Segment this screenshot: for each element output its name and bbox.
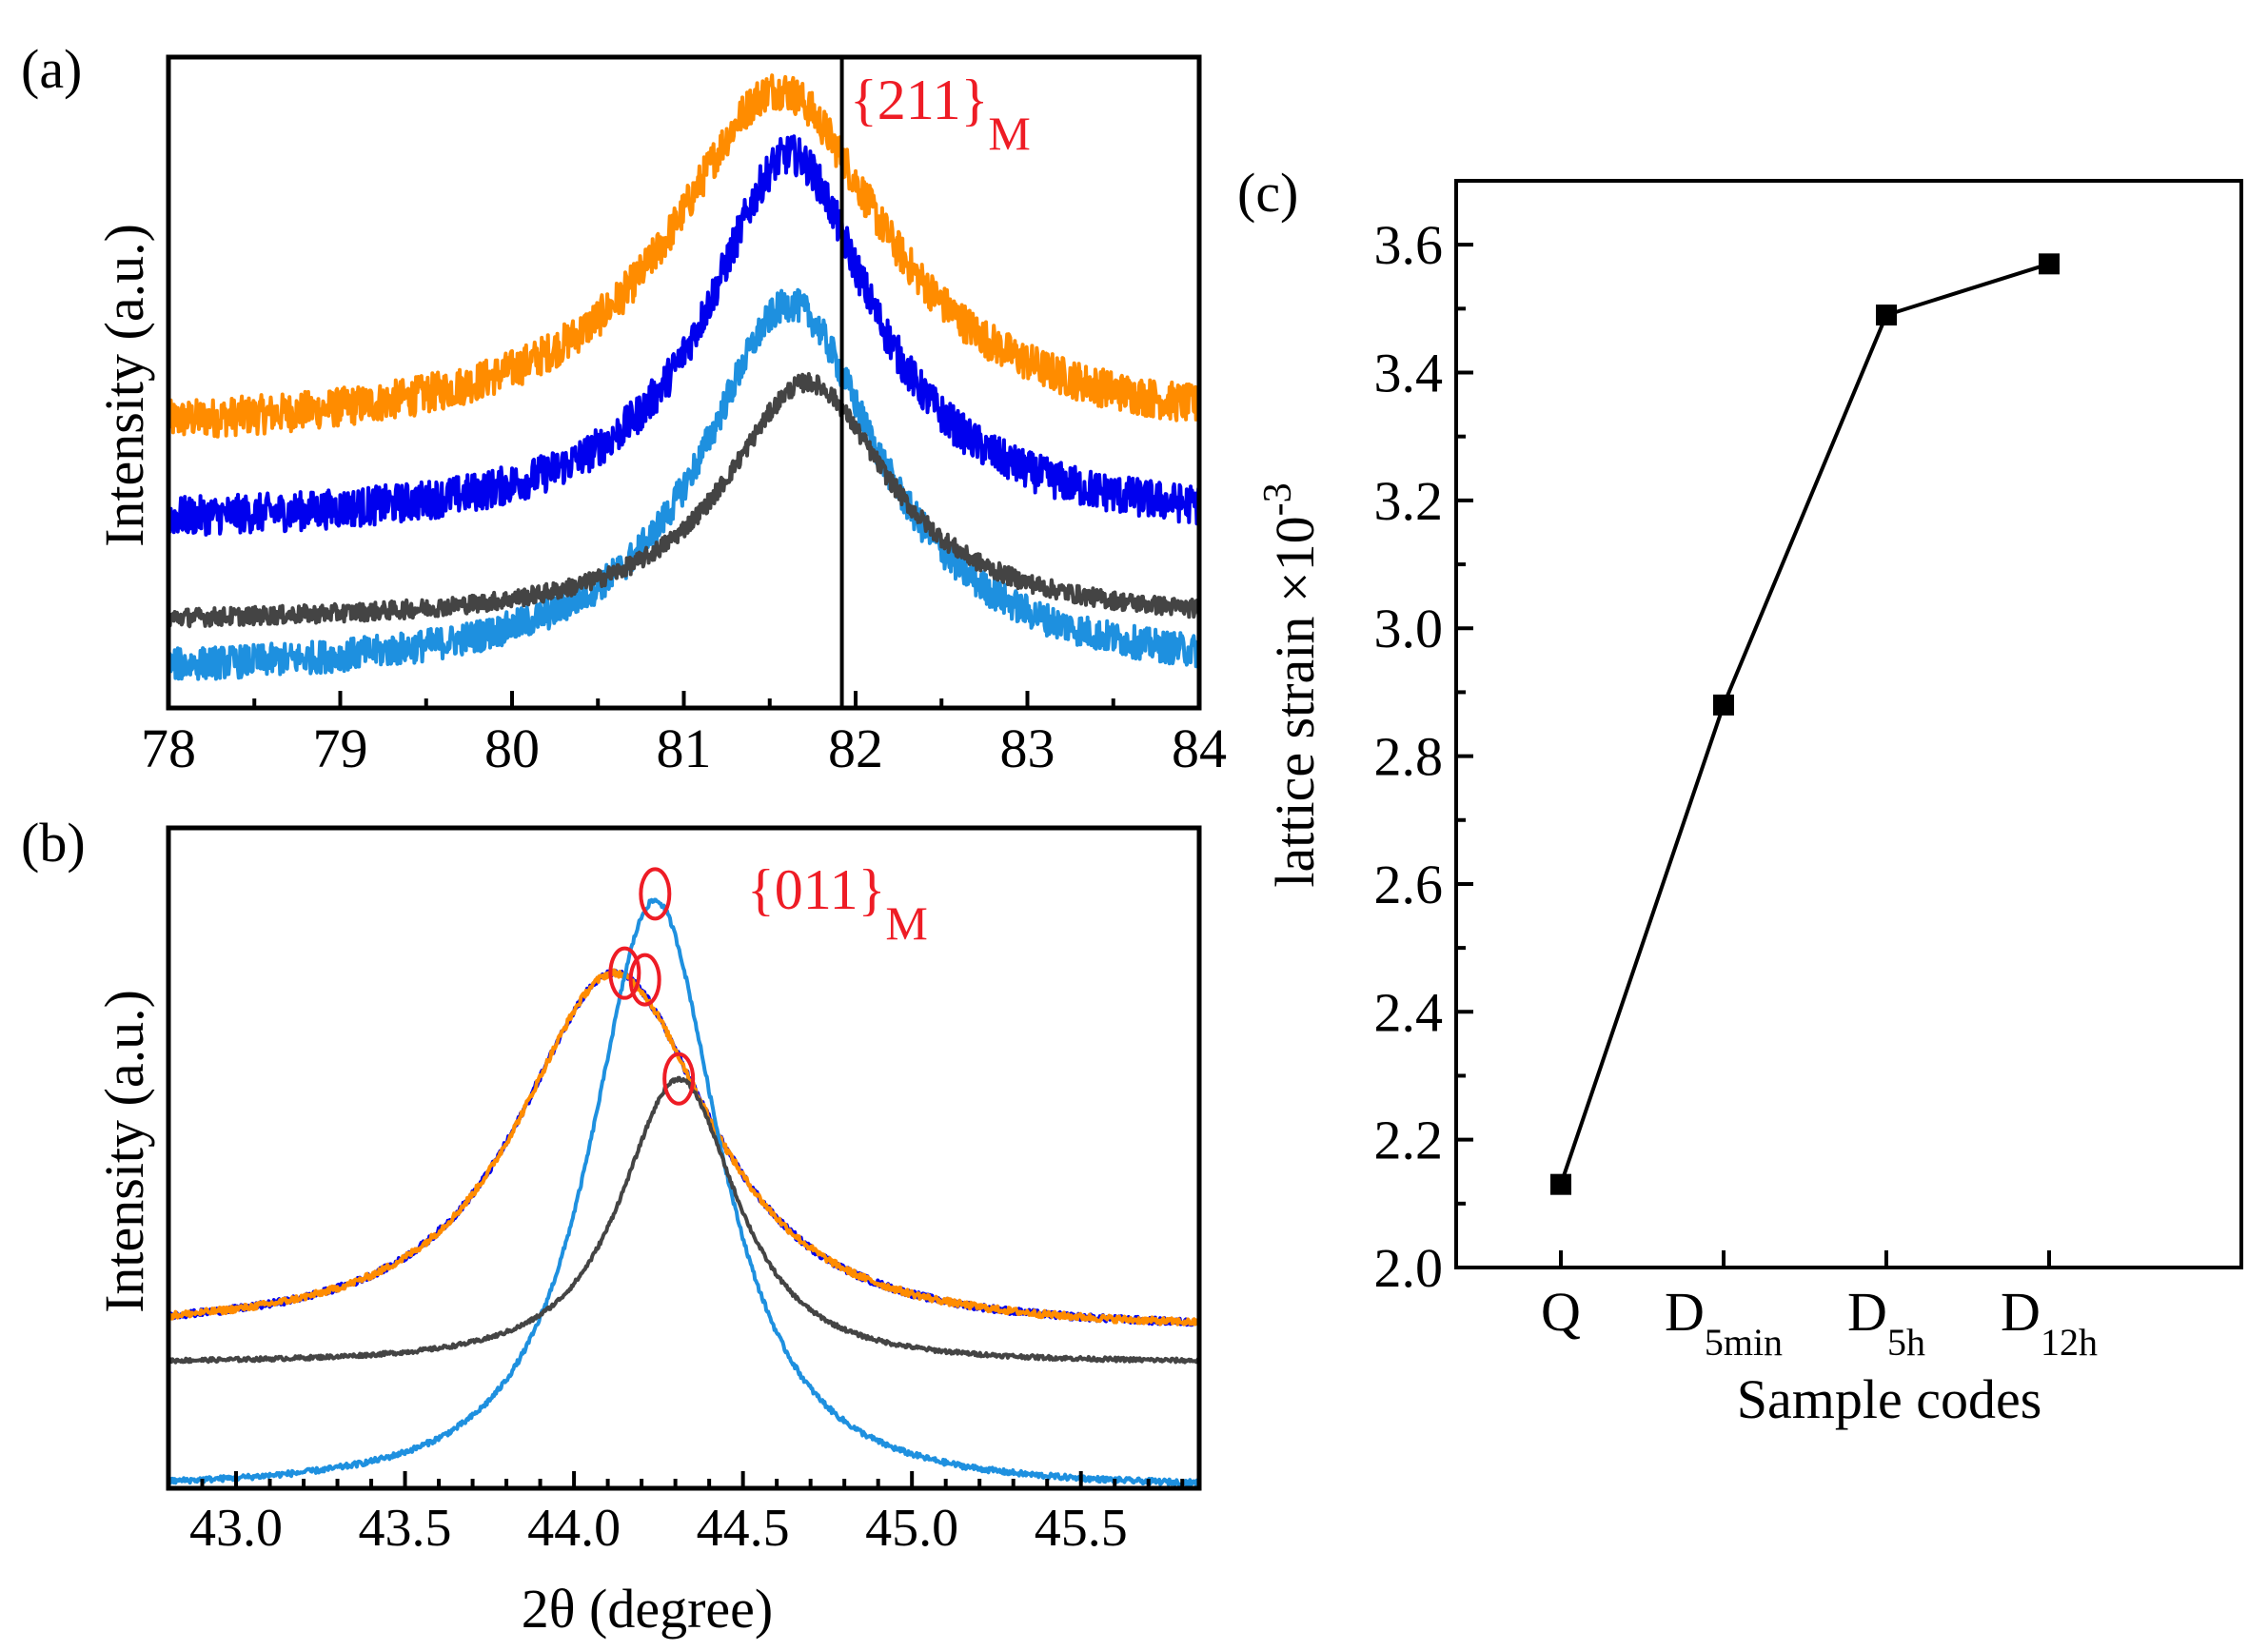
panel-b-x-axis-label: 2θ (degree): [522, 1578, 773, 1640]
series-lightblue: [168, 897, 1200, 1487]
panel-a-peak-label: {211}M: [850, 69, 1031, 160]
series-lightblue: [167, 287, 1201, 681]
strain-line: [1559, 262, 2050, 1186]
panel-a-y-axis-label: Intensity (a.u.): [93, 224, 155, 547]
series-blue: [167, 134, 1201, 537]
x-tick-label: 45.5: [1035, 1499, 1128, 1558]
data-point-marker: [1876, 305, 1897, 326]
data-point-marker: [2039, 253, 2060, 275]
data-point-marker: [1713, 694, 1734, 716]
panel-b-label: (b): [21, 812, 86, 874]
panel-a: (a) Intensity (a.u.) {211}M 78 79 80 81 82 83…: [21, 38, 1227, 779]
series-orange: [167, 968, 1201, 1327]
x-category-label: Q: [1541, 1281, 1581, 1343]
x-tick-label: 81: [657, 717, 712, 779]
panel-a-series: [167, 73, 1201, 681]
x-tick-label: 79: [313, 717, 368, 779]
x-tick-label: 44.5: [697, 1499, 790, 1558]
y-tick-label: 2.0: [1374, 1237, 1444, 1299]
x-tick-label: 80: [484, 717, 540, 779]
peak-marker-circle: [662, 1052, 696, 1106]
x-tick-label: 43.5: [359, 1499, 452, 1558]
panel-b-frame: [166, 825, 1202, 1491]
panel-b-series: [167, 897, 1201, 1487]
peak-marker-circle: [639, 867, 672, 921]
panel-b: (b) Intensity (a.u.) {011}M 43.0 43.5 44.0…: [21, 812, 1202, 1640]
y-tick-label: 3.2: [1374, 470, 1444, 532]
x-tick-label: 84: [1172, 717, 1227, 779]
panel-c-frame: [1454, 179, 2243, 1269]
panel-c-x-ticks: Q D5min D5h D12h: [1541, 1250, 2098, 1364]
panel-c-y-ticks: 2.0 2.2 2.4 2.6 2.8 3.0 3.2 3.4 3.6: [1374, 214, 1473, 1299]
panel-b-peak-markers: [608, 867, 696, 1106]
y-tick-label: 3.4: [1374, 343, 1444, 404]
series-gray: [167, 372, 1201, 629]
panel-b-y-axis-label: Intensity (a.u.): [93, 990, 155, 1313]
y-tick-label: 3.0: [1374, 598, 1444, 659]
y-tick-label: 2.8: [1374, 726, 1444, 788]
x-category-label: D5h: [1847, 1281, 1925, 1364]
y-tick-label: 2.4: [1374, 981, 1444, 1043]
x-tick-label: 82: [828, 717, 883, 779]
x-tick-label: 43.0: [189, 1499, 283, 1558]
panel-c-label: (c): [1237, 162, 1298, 224]
x-tick-label: 44.0: [527, 1499, 621, 1558]
peak-marker-circle: [628, 953, 661, 1007]
panel-c: (c) lattice strain ×10-3 2.0 2.2 2.4 2.6 2.8…: [1237, 162, 2243, 1430]
x-category-label: D12h: [2001, 1281, 2098, 1364]
data-point-marker: [1550, 1173, 1571, 1195]
y-tick-label: 2.6: [1374, 854, 1444, 915]
y-tick-label: 2.2: [1374, 1110, 1444, 1171]
panel-b-peak-label: {011}M: [747, 858, 928, 950]
series-blue: [167, 968, 1201, 1327]
x-tick-label: 78: [141, 717, 196, 779]
panel-a-label: (a): [21, 38, 82, 100]
panel-c-y-axis-label: lattice strain ×10-3: [1256, 482, 1326, 887]
peak-marker-circle: [608, 946, 641, 1000]
y-tick-label: 3.6: [1374, 214, 1444, 276]
x-category-label: D5min: [1665, 1281, 1783, 1364]
panel-c-x-axis-label: Sample codes: [1737, 1368, 2042, 1430]
x-tick-label: 45.0: [865, 1499, 958, 1558]
panel-c-series: [1550, 253, 2060, 1195]
x-tick-label: 83: [1000, 717, 1055, 779]
panel-a-x-ticks: 78 79 80 81 82 83 84: [141, 691, 1227, 779]
series-gray: [168, 1075, 1201, 1365]
panel-b-x-ticks: 43.0 43.5 44.0 44.5 45.0 45.5: [167, 1471, 1185, 1558]
series-orange: [167, 73, 1201, 439]
